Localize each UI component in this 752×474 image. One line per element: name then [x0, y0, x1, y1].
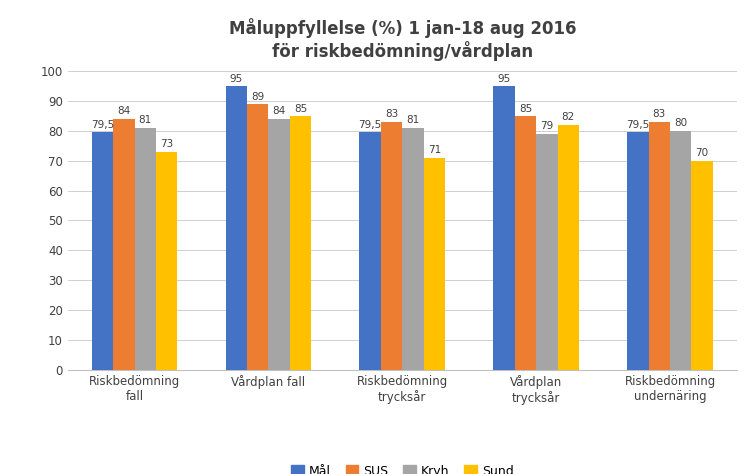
Bar — [290, 116, 311, 370]
Text: 79,5: 79,5 — [91, 120, 114, 130]
Text: 84: 84 — [117, 107, 131, 117]
Bar — [649, 122, 670, 370]
Title: Måluppfyllelse (%) 1 jan-18 aug 2016
för riskbedömning/vårdplan: Måluppfyllelse (%) 1 jan-18 aug 2016 för… — [229, 18, 576, 61]
Bar — [423, 158, 445, 370]
Bar — [156, 152, 177, 370]
Text: 81: 81 — [138, 116, 152, 126]
Bar — [557, 125, 579, 370]
Bar — [114, 119, 135, 370]
Text: 81: 81 — [406, 116, 420, 126]
Text: 79,5: 79,5 — [359, 120, 382, 130]
Bar — [135, 128, 156, 370]
Bar — [268, 119, 290, 370]
Text: 71: 71 — [428, 146, 441, 155]
Bar — [627, 132, 649, 370]
Bar — [247, 104, 268, 370]
Text: 84: 84 — [272, 107, 286, 117]
Text: 95: 95 — [229, 73, 243, 83]
Text: 83: 83 — [653, 109, 666, 119]
Bar — [515, 116, 536, 370]
Bar — [536, 134, 557, 370]
Text: 80: 80 — [675, 118, 687, 128]
Text: 79,5: 79,5 — [626, 120, 650, 130]
Bar — [381, 122, 402, 370]
Bar — [691, 161, 713, 370]
Bar — [92, 132, 114, 370]
Text: 73: 73 — [160, 139, 174, 149]
Text: 79: 79 — [540, 121, 553, 131]
Text: 85: 85 — [294, 103, 308, 113]
Text: 83: 83 — [385, 109, 399, 119]
Text: 85: 85 — [519, 103, 532, 113]
Bar — [226, 86, 247, 370]
Text: 82: 82 — [562, 112, 575, 122]
Text: 95: 95 — [497, 73, 511, 83]
Text: 89: 89 — [251, 91, 265, 101]
Bar — [402, 128, 423, 370]
Text: 70: 70 — [696, 148, 708, 158]
Bar — [670, 131, 691, 370]
Bar — [359, 132, 381, 370]
Bar — [493, 86, 515, 370]
Legend: Mål, SUS, Kryh, Sund: Mål, SUS, Kryh, Sund — [286, 460, 519, 474]
